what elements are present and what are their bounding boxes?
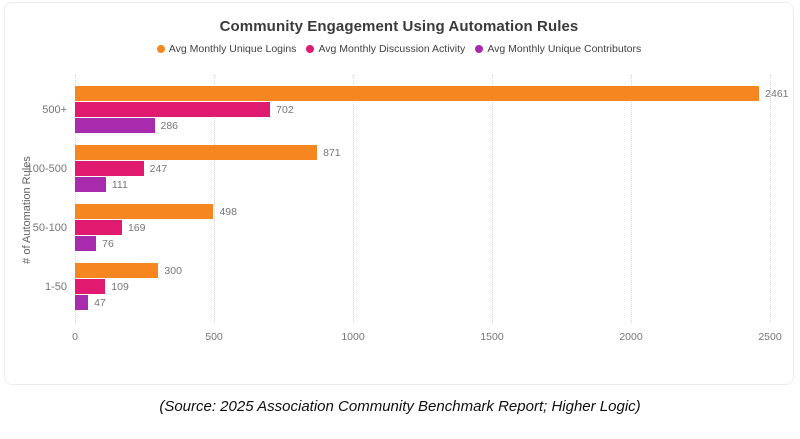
bar-value-label: 871 <box>323 146 341 159</box>
bar <box>75 263 159 278</box>
bar-row: 111 <box>75 177 770 192</box>
gridline <box>214 75 215 323</box>
gridline <box>770 75 771 323</box>
legend-marker-icon <box>306 45 315 53</box>
bar-row: 286 <box>75 118 770 133</box>
bar-groups: 500+ 2461 702 286 100-500 871 247 111 50-100 498 1… <box>27 75 789 323</box>
x-tick-label: 0 <box>72 331 78 343</box>
bar-row: 2461 <box>75 86 789 101</box>
x-tick-label: 2500 <box>758 331 782 343</box>
gridline <box>631 75 632 323</box>
bar-row: 76 <box>75 236 770 251</box>
bar-value-label: 702 <box>276 103 294 116</box>
plot-region: # of Automation Rules 500+ 2461 702 286 100-… <box>5 73 793 384</box>
bar <box>75 236 97 251</box>
legend-marker-icon <box>156 45 165 53</box>
gridline <box>353 75 354 323</box>
plot-area: 500+ 2461 702 286 100-500 871 247 111 50-100 498 1… <box>27 75 789 323</box>
legend-item: Avg Monthly Discussion Activity <box>306 43 465 55</box>
bar <box>75 295 89 310</box>
bar <box>75 145 318 160</box>
category-label: 50-100 <box>32 221 67 234</box>
bar-row: 169 <box>75 220 770 235</box>
bar <box>75 161 144 176</box>
bar-row: 247 <box>75 161 770 176</box>
bar-value-label: 498 <box>219 205 237 218</box>
legend-label: Avg Monthly Unique Contributors <box>487 43 642 55</box>
legend-item: Avg Monthly Unique Logins <box>156 43 297 55</box>
x-tick-label: 500 <box>205 331 223 343</box>
bar-value-label: 111 <box>111 178 128 191</box>
chart-title: Community Engagement Using Automation Ru… <box>219 18 579 35</box>
legend-marker-icon <box>475 45 484 53</box>
bar-group: 500+ 2461 702 286 <box>42 86 789 133</box>
bar <box>75 118 155 133</box>
bar-value-label: 247 <box>149 162 168 175</box>
gridline <box>75 75 76 323</box>
bar-row: 871 <box>75 145 770 160</box>
x-tick-label: 1500 <box>480 331 504 343</box>
x-tick-label: 2000 <box>619 331 643 343</box>
bar-value-label: 300 <box>164 264 182 277</box>
legend: Avg Monthly Unique Logins Avg Monthly Dis… <box>5 43 793 55</box>
bar-row: 47 <box>75 295 770 310</box>
bar <box>75 86 760 101</box>
bar <box>75 177 106 192</box>
category-label: 1-50 <box>44 280 67 293</box>
chart-card: Community Engagement Using Automation Ru… <box>4 2 794 385</box>
bar-row: 300 <box>75 263 770 278</box>
bar-group: 50-100 498 169 76 <box>33 204 770 251</box>
legend-label: Avg Monthly Unique Logins <box>168 43 297 55</box>
bar-row: 702 <box>75 102 770 117</box>
bar <box>75 220 122 235</box>
source-caption: (Source: 2025 Association Community Benc… <box>159 398 641 415</box>
bar-value-label: 76 <box>102 237 114 250</box>
legend-item: Avg Monthly Unique Contributors <box>475 43 641 55</box>
category-label: 500+ <box>42 103 67 116</box>
bar-group: 100-500 871 247 111 <box>27 145 770 192</box>
bar-value-label: 109 <box>111 280 129 293</box>
bar-value-label: 47 <box>94 296 106 309</box>
bar-value-label: 286 <box>160 119 179 132</box>
gridline <box>492 75 493 323</box>
bar-value-label: 2461 <box>765 87 789 100</box>
bar-row: 498 <box>75 204 770 219</box>
bar-group: 1-50 300 109 47 <box>45 263 770 310</box>
x-tick-label: 1000 <box>341 331 365 343</box>
bar <box>75 279 106 294</box>
bar-row: 109 <box>75 279 770 294</box>
bar-value-label: 169 <box>127 221 146 234</box>
x-axis-ticks: 0 500 1000 1500 2000 2500 <box>72 331 782 347</box>
category-label: 100-500 <box>26 162 67 175</box>
legend-label: Avg Monthly Discussion Activity <box>318 43 466 55</box>
bar <box>75 102 271 117</box>
bar <box>75 204 214 219</box>
